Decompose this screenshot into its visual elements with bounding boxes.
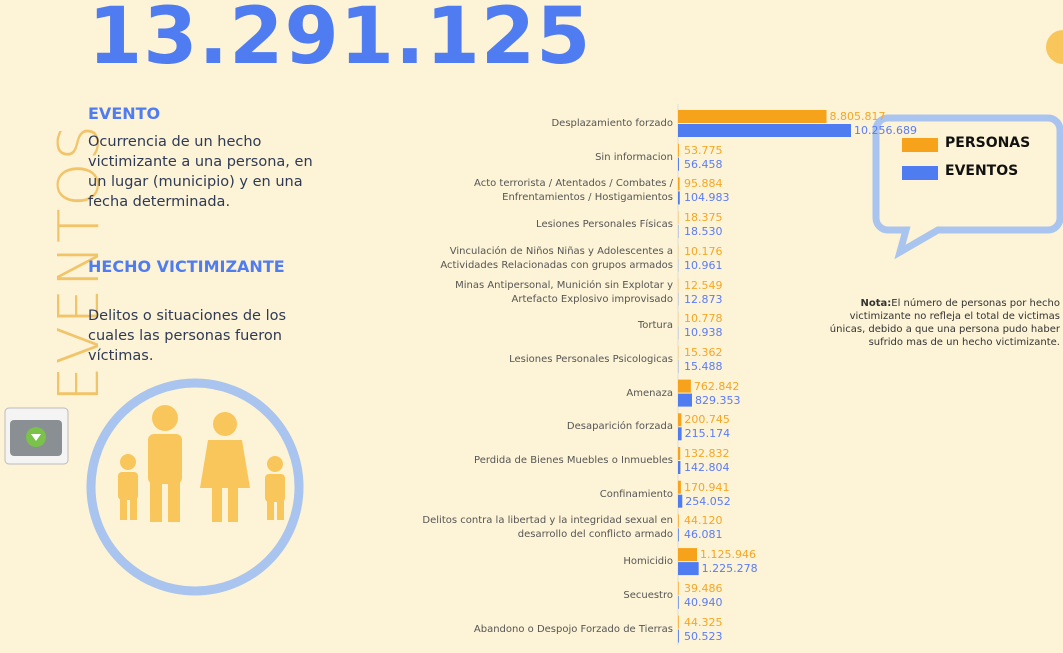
legend-swatch: [902, 138, 938, 152]
value-label: 200.745: [684, 413, 730, 427]
legend-label: EVENTOS: [945, 163, 1019, 179]
bar: [678, 110, 827, 123]
value-label: 46.081: [684, 528, 723, 542]
value-label: 15.488: [684, 359, 723, 373]
value-label: 53.775: [684, 143, 723, 157]
value-label: 10.961: [684, 258, 723, 272]
category-label: Sin informacion: [595, 151, 673, 163]
value-label: 18.530: [684, 225, 723, 239]
value-label: 56.458: [684, 157, 723, 171]
value-label: 1.225.278: [701, 562, 758, 576]
value-label: 39.486: [684, 581, 723, 595]
value-label: 132.832: [684, 447, 730, 460]
corner-icon: [1046, 30, 1063, 64]
bar: [678, 427, 682, 441]
bar: [678, 562, 699, 576]
category-label: Homicidio: [623, 556, 673, 568]
category-label: Tortura: [637, 320, 673, 332]
bar: [678, 413, 682, 427]
bar: [678, 177, 680, 191]
bar: [678, 143, 679, 157]
bar: [678, 157, 679, 171]
bar: [678, 514, 679, 528]
bar: [678, 461, 681, 474]
bar: [678, 629, 679, 643]
bar: [678, 615, 679, 629]
value-label: 762.842: [693, 379, 740, 393]
section-heading: EVENTO: [88, 104, 161, 123]
value-label: 10.256.689: [854, 124, 917, 137]
total-number: 13.291.125: [88, 0, 592, 82]
bar: [678, 581, 679, 595]
value-label: 44.120: [684, 514, 723, 528]
bar: [678, 480, 681, 494]
icon-circle: [86, 378, 304, 596]
value-label: 1.125.946: [699, 548, 756, 562]
category-label: Minas Antipersonal, Munición sin Explota…: [455, 279, 673, 305]
category-label: Desaparición forzada: [566, 421, 673, 433]
bar: [678, 494, 683, 508]
value-label: 10.176: [684, 244, 723, 258]
category-label: Lesiones Personales Psicologicas: [509, 353, 673, 365]
category-label: Perdida de Bienes Muebles o Inmuebles: [474, 455, 673, 466]
download-icon: [4, 407, 69, 465]
value-label: 170.941: [684, 480, 730, 494]
category-label: Desplazamiento forzado: [551, 118, 673, 129]
value-label: 10.938: [684, 326, 723, 340]
bar: [678, 191, 680, 205]
value-label: 142.804: [684, 461, 730, 474]
bar: [678, 528, 679, 542]
value-label: 104.983: [684, 191, 730, 205]
value-label: 15.362: [684, 345, 723, 359]
legend-label: PERSONAS: [945, 135, 1031, 151]
value-label: 8.805.817: [829, 110, 886, 123]
note-text: El número de personas por hecho victimiz…: [829, 298, 1060, 348]
family-icon: [118, 405, 285, 522]
value-label: 40.940: [684, 595, 723, 609]
bar: [678, 447, 681, 460]
bar: [678, 393, 692, 407]
section-text: Delitos o situaciones de los cuales las …: [88, 308, 287, 364]
category-label: Lesiones Personales Físicas: [536, 219, 673, 231]
bar: [678, 548, 697, 562]
section-text: Ocurrencia de un hecho victimizante a un…: [88, 134, 313, 210]
bar: [678, 595, 679, 609]
value-label: 44.325: [684, 615, 723, 629]
value-label: 18.375: [684, 211, 723, 225]
legend-swatch: [902, 166, 938, 180]
category-label: Vinculación de Niños Niñas y Adolescente…: [440, 245, 673, 271]
note-label: Nota:: [860, 298, 892, 309]
value-label: 50.523: [684, 629, 723, 643]
category-label: Delitos contra la libertad y la integrid…: [422, 515, 673, 541]
value-label: 10.778: [684, 312, 723, 326]
category-label: Acto terrorista / Atentados / Combates /…: [474, 178, 673, 204]
bar: [678, 379, 691, 393]
value-label: 12.549: [684, 278, 723, 292]
category-label: Abandono o Despojo Forzado de Tierras: [473, 623, 673, 635]
note: Nota:El número de personas por hecho vic…: [815, 297, 1060, 349]
value-label: 215.174: [684, 427, 731, 441]
section-heading: HECHO VICTIMIZANTE: [88, 257, 285, 276]
category-label: Confinamiento: [599, 488, 673, 500]
bar: [678, 124, 851, 137]
value-label: 254.052: [685, 494, 731, 508]
category-label: Secuestro: [623, 589, 673, 601]
legend-box: [872, 114, 1063, 260]
category-label: Amenaza: [626, 387, 673, 399]
value-label: 95.884: [684, 177, 723, 191]
value-label: 12.873: [684, 292, 723, 306]
value-label: 829.353: [694, 393, 741, 407]
